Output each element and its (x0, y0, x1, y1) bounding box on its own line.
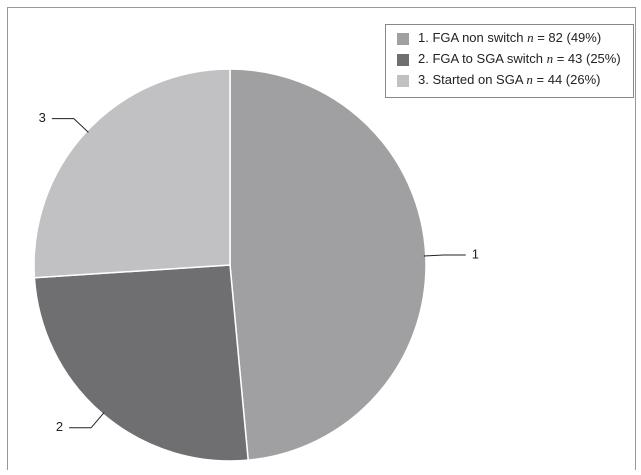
slice-label: 2 (56, 419, 63, 434)
legend-swatch (397, 54, 409, 66)
leader-line (51, 118, 89, 133)
legend-swatch (397, 75, 409, 87)
slice-label: 3 (39, 110, 46, 125)
leader-line (423, 254, 466, 257)
legend-swatch (397, 33, 409, 45)
legend-label: 2. FGA to SGA switch n = 43 (25%) (418, 51, 621, 66)
leader-line (69, 412, 105, 429)
legend-label: 3. Started on SGA n = 44 (26%) (418, 72, 600, 87)
legend-label: 1. FGA non switch n = 82 (49%) (418, 30, 601, 45)
legend-box (385, 24, 634, 98)
slice-label: 1 (472, 246, 479, 261)
